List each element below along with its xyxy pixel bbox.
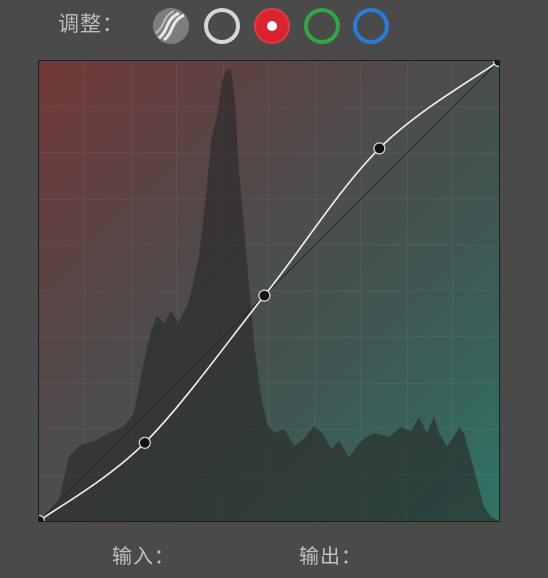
control-points	[39, 61, 499, 521]
green-channel-button[interactable]	[304, 8, 340, 44]
blue-channel-button[interactable]	[353, 8, 389, 44]
output-label: 输出：	[299, 544, 362, 568]
channel-toolbar: 调整：	[0, 0, 548, 50]
luminance-curves-icon	[153, 8, 189, 44]
curve-graph[interactable]	[39, 61, 499, 521]
input-label: 输入：	[112, 544, 175, 568]
curve-control-point-3[interactable]	[258, 289, 271, 302]
curve-control-point-4[interactable]	[373, 142, 386, 155]
red-channel-button[interactable]	[254, 8, 290, 44]
curve-control-point-2[interactable]	[138, 436, 151, 449]
curve-control-point-1[interactable]	[39, 514, 46, 522]
luminance-channel-button[interactable]	[153, 8, 189, 44]
curve-control-point-5[interactable]	[492, 61, 500, 68]
selected-dot-icon	[267, 21, 277, 31]
curve-editor[interactable]	[38, 60, 500, 522]
rgb-channel-button[interactable]	[204, 8, 240, 44]
histogram	[39, 69, 499, 521]
adjust-label: 调整：	[58, 12, 124, 36]
